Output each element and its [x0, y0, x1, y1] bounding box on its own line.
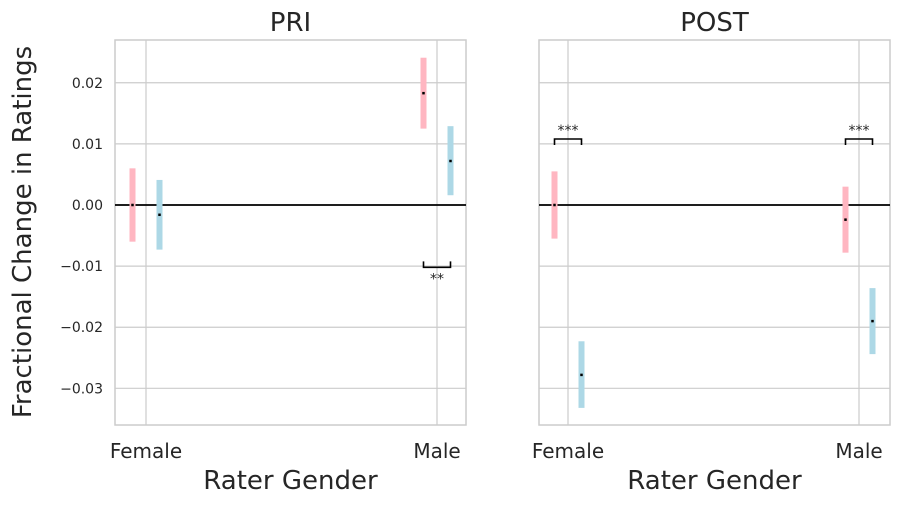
mean-marker-female-female: [131, 203, 134, 207]
mean-marker-male-male: [449, 159, 452, 163]
y-tick-label: 0.01: [72, 137, 103, 153]
panel-pri: −0.03 −0.02 −0.01 0.00 0.01 0.02 Female Male ** P…: [60, 8, 467, 496]
plot-frame: [538, 39, 891, 426]
mean-marker-male-female: [580, 373, 583, 377]
x-axis-label: Rater Gender: [627, 466, 802, 496]
mean-marker-male-male: [871, 319, 874, 323]
significance-label: ***: [558, 123, 579, 139]
y-tick-label: −0.02: [60, 320, 103, 336]
panel-title: PRI: [270, 8, 311, 38]
significance-bracket: [422, 261, 452, 269]
significance-bracket: [844, 138, 874, 145]
plot-frame: [114, 39, 467, 426]
mean-marker-female-male: [422, 91, 425, 95]
mean-marker-female-female: [553, 203, 556, 207]
significance-label: **: [430, 271, 444, 287]
y-tick-label: 0.02: [72, 76, 103, 92]
x-axis-label: Rater Gender: [203, 466, 378, 496]
y-tick-label: −0.03: [60, 381, 103, 397]
x-tick-label-male: Male: [835, 439, 882, 463]
mean-marker-female-male: [844, 218, 847, 221]
x-tick-label-female: Female: [110, 439, 182, 463]
y-axis-label: Fractional Change in Ratings: [8, 46, 38, 418]
significance-label: ***: [849, 123, 870, 139]
x-tick-label-male: Male: [413, 439, 460, 463]
panel-title: POST: [680, 8, 749, 38]
significance-bracket: [553, 138, 583, 145]
y-tick-label: −0.01: [60, 259, 103, 275]
x-tick-label-female: Female: [532, 439, 604, 463]
mean-marker-male-female: [158, 213, 161, 217]
y-tick-label: 0.00: [72, 198, 103, 214]
panel-post: Female Male *** *** POST Rater Gender: [532, 8, 891, 496]
